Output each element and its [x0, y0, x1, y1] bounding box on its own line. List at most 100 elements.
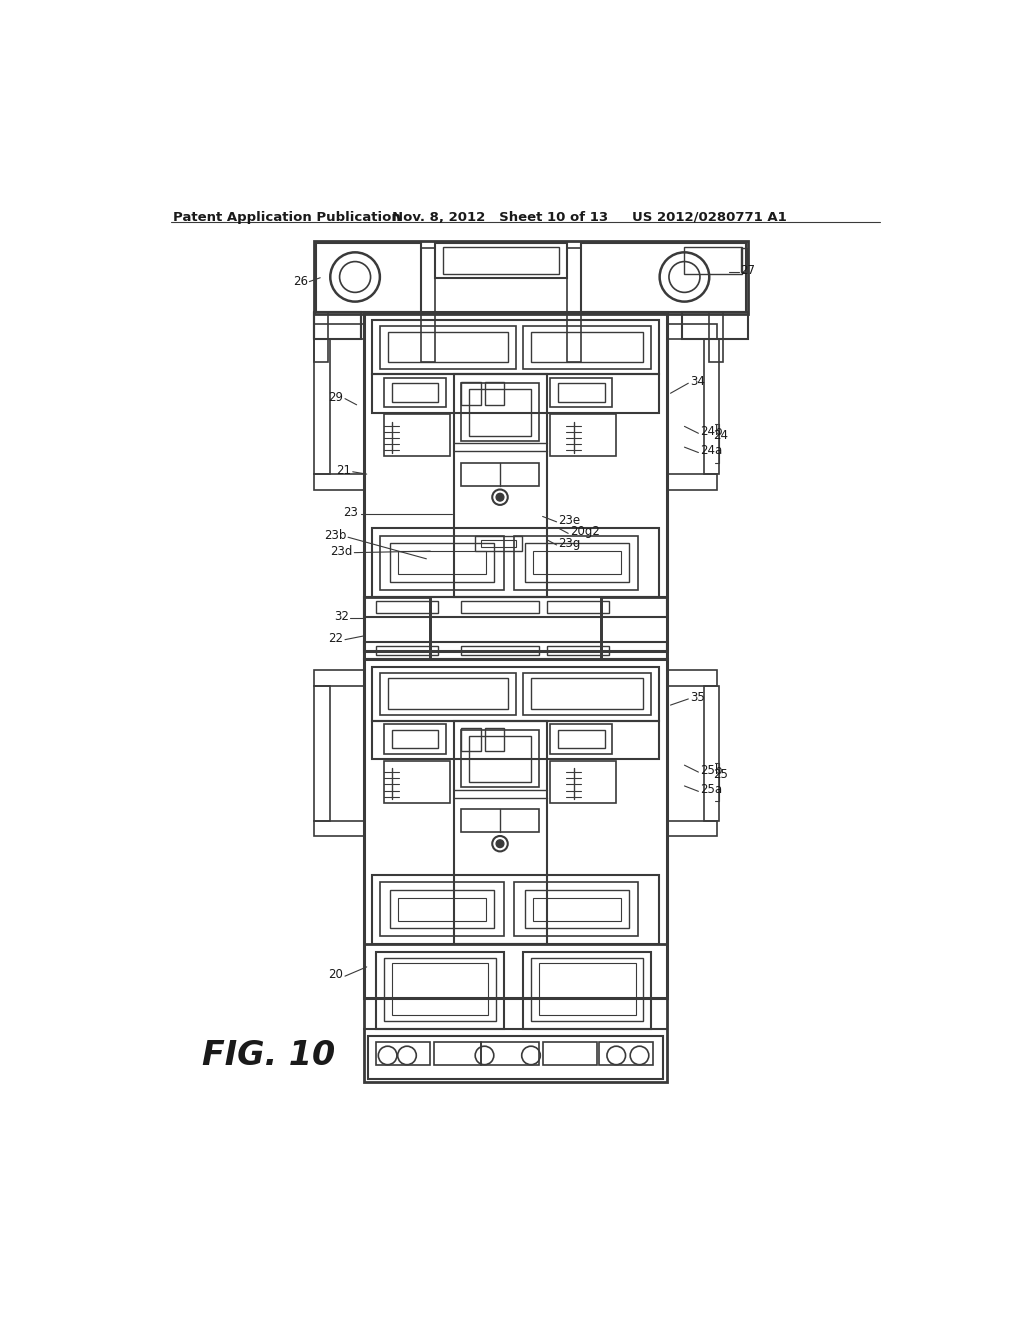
Bar: [461, 730, 539, 788]
Bar: [365, 659, 667, 998]
Bar: [710, 313, 723, 363]
Text: 29: 29: [329, 391, 343, 404]
Bar: [682, 313, 748, 339]
Bar: [365, 944, 667, 1082]
Bar: [558, 730, 604, 748]
Text: 35: 35: [690, 690, 705, 704]
Text: 20g2: 20g2: [569, 525, 600, 539]
Bar: [524, 544, 629, 582]
Bar: [667, 474, 717, 490]
Text: Patent Application Publication: Patent Application Publication: [173, 211, 400, 224]
Bar: [316, 243, 421, 312]
Bar: [531, 331, 643, 363]
Circle shape: [496, 494, 504, 502]
Bar: [372, 721, 658, 759]
Bar: [365, 642, 667, 659]
Bar: [376, 645, 438, 655]
Bar: [461, 809, 539, 832]
Bar: [558, 383, 604, 401]
Bar: [372, 667, 658, 721]
Text: 24: 24: [713, 429, 728, 442]
Bar: [531, 678, 643, 709]
Bar: [314, 474, 365, 490]
Bar: [314, 313, 328, 363]
Bar: [380, 326, 515, 368]
Text: 25a: 25a: [700, 783, 722, 796]
Text: 24a: 24a: [700, 445, 722, 458]
Bar: [314, 671, 365, 686]
Bar: [421, 248, 435, 312]
Bar: [547, 645, 608, 655]
Bar: [454, 721, 547, 944]
Circle shape: [496, 840, 504, 847]
Bar: [380, 882, 504, 936]
Bar: [388, 678, 508, 709]
Bar: [384, 725, 445, 754]
Bar: [532, 898, 621, 921]
Bar: [461, 383, 539, 441]
Bar: [523, 952, 651, 1028]
Bar: [434, 1043, 480, 1065]
Bar: [376, 952, 504, 1028]
Text: 21: 21: [336, 463, 351, 477]
Text: 20: 20: [329, 968, 343, 981]
Bar: [391, 383, 438, 401]
Text: 23e: 23e: [558, 513, 581, 527]
Bar: [397, 552, 486, 574]
Bar: [454, 374, 547, 597]
Bar: [384, 958, 496, 1020]
Bar: [539, 964, 636, 1015]
Bar: [550, 760, 616, 803]
Bar: [741, 248, 748, 272]
Bar: [703, 339, 719, 474]
Text: 25: 25: [713, 768, 728, 781]
Bar: [461, 381, 480, 405]
Bar: [566, 313, 581, 363]
Bar: [581, 243, 746, 312]
Bar: [547, 601, 608, 612]
Bar: [391, 730, 438, 748]
Bar: [365, 597, 667, 616]
Text: 23b: 23b: [325, 529, 346, 543]
Bar: [391, 964, 488, 1015]
Bar: [469, 737, 531, 781]
Bar: [531, 958, 643, 1020]
Bar: [384, 760, 450, 803]
Bar: [667, 821, 717, 836]
Bar: [703, 686, 719, 821]
Bar: [523, 673, 651, 715]
Bar: [684, 247, 741, 275]
Bar: [372, 321, 658, 374]
Bar: [397, 898, 486, 921]
Bar: [524, 890, 629, 928]
Bar: [469, 389, 531, 436]
Bar: [314, 240, 748, 314]
Bar: [365, 313, 667, 651]
Bar: [523, 326, 651, 368]
Bar: [384, 414, 450, 457]
Bar: [380, 536, 504, 590]
Bar: [314, 686, 330, 821]
Bar: [372, 374, 658, 412]
Bar: [442, 247, 559, 275]
Bar: [372, 528, 658, 597]
Bar: [543, 1043, 597, 1065]
Bar: [376, 601, 438, 612]
Text: 24b: 24b: [700, 425, 723, 438]
Bar: [384, 378, 445, 407]
Bar: [550, 725, 612, 754]
Text: 23d: 23d: [331, 545, 352, 557]
Bar: [314, 821, 365, 836]
Bar: [372, 874, 658, 944]
Bar: [480, 540, 516, 548]
Text: 32: 32: [334, 610, 349, 623]
Text: US 2012/0280771 A1: US 2012/0280771 A1: [632, 211, 786, 224]
Bar: [532, 552, 621, 574]
Bar: [314, 323, 365, 339]
Text: FIG. 10: FIG. 10: [202, 1039, 335, 1072]
Bar: [599, 1043, 653, 1065]
Bar: [388, 331, 508, 363]
Text: 25b: 25b: [700, 764, 722, 777]
Bar: [376, 1043, 430, 1065]
Bar: [365, 597, 430, 659]
